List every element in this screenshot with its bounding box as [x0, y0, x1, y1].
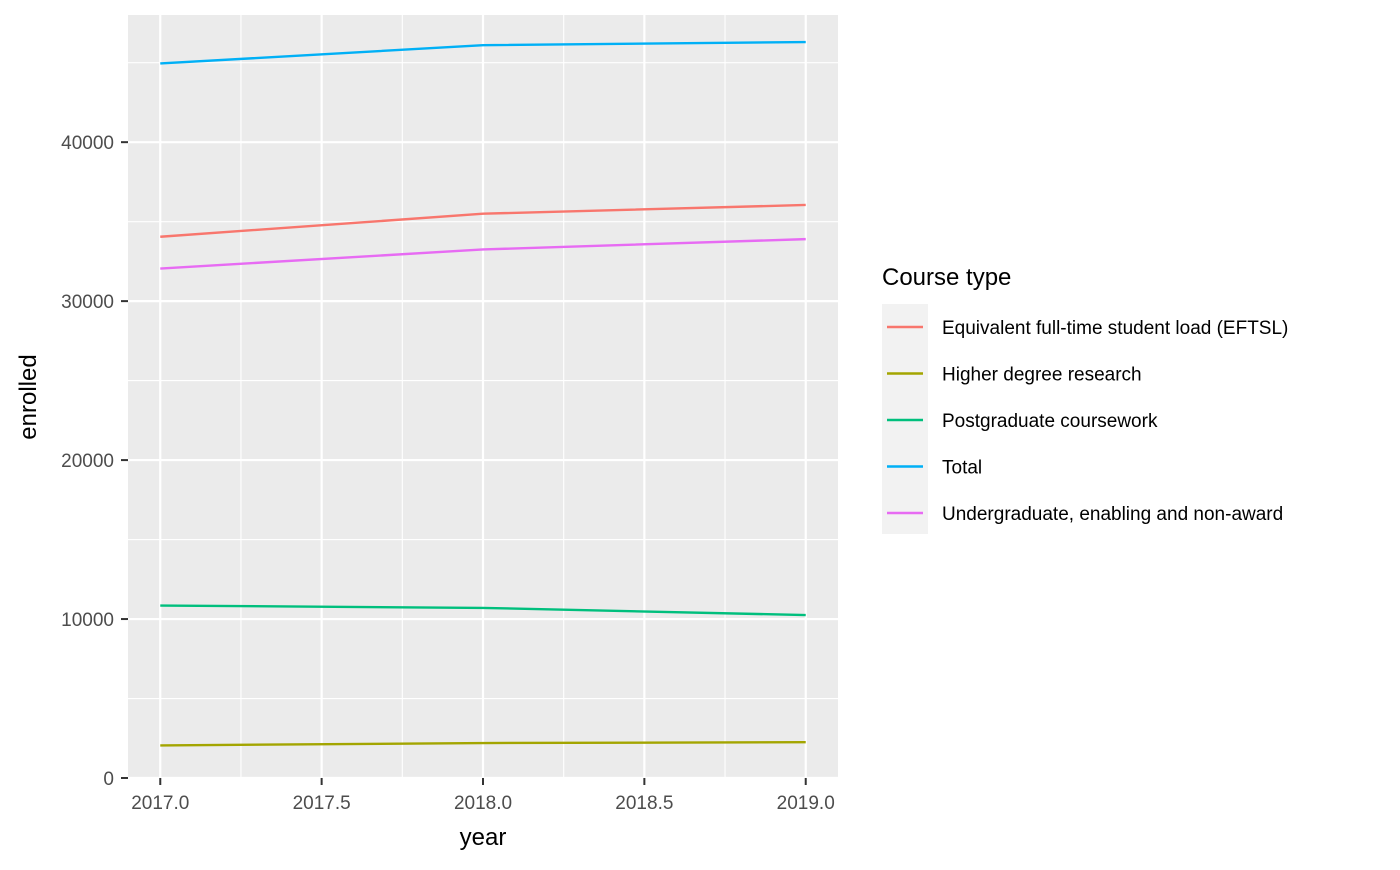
y-tick-label: 20000	[61, 451, 114, 472]
x-tick-label: 2019.0	[777, 793, 835, 814]
legend: Course type Equivalent full-time student…	[882, 264, 1288, 534]
x-tick-label: 2017.0	[131, 793, 189, 814]
series-line-higher-degree-research	[160, 741, 806, 747]
x-tick-label: 2018.0	[454, 793, 512, 814]
legend-label-postgraduate-coursework: Postgraduate coursework	[942, 411, 1158, 432]
legend-label-higher-degree-research: Higher degree research	[942, 365, 1142, 386]
series-line-postgraduate-coursework	[160, 604, 806, 617]
legend-label-equivalent-full-time-student-load-eftsl: Equivalent full-time student load (EFTSL…	[942, 318, 1288, 339]
x-axis-title: year	[460, 824, 507, 851]
legend-label-undergraduate-enabling-and-non-award: Undergraduate, enabling and non-award	[942, 504, 1283, 525]
y-axis-title: enrolled	[15, 354, 42, 439]
y-tick-label: 30000	[61, 292, 114, 313]
axis-ticks	[121, 141, 807, 785]
tick-labels: 2017.0 2017.5 2018.0 2018.5 2019.0 0 10000 2000…	[61, 133, 835, 814]
x-tick-label: 2017.5	[293, 793, 351, 814]
y-tick-label: 40000	[61, 133, 114, 154]
y-tick-label: 10000	[61, 610, 114, 631]
legend-label-total: Total	[942, 458, 982, 479]
series-lines	[160, 40, 806, 747]
legend-title: Course type	[882, 264, 1011, 291]
y-tick-label: 0	[103, 769, 114, 790]
series-line-equivalent-full-time-student-load-eftsl	[160, 203, 806, 238]
series-line-total	[160, 40, 806, 65]
series-line-undergraduate-enabling-and-non-award	[160, 237, 806, 270]
x-tick-label: 2018.5	[615, 793, 673, 814]
legend-items: Equivalent full-time student load (EFTSL…	[887, 318, 1288, 525]
